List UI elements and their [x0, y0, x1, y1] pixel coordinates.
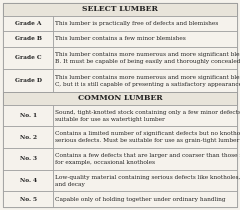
Bar [53, 192, 237, 207]
Text: This lumber contains a few minor blemishes: This lumber contains a few minor blemish… [55, 36, 186, 41]
Bar [3, 16, 53, 31]
Text: No. 3: No. 3 [20, 156, 37, 161]
Text: Capable only of holding together under ordinary handling: Capable only of holding together under o… [55, 197, 226, 202]
Text: SELECT LUMBER: SELECT LUMBER [82, 5, 158, 13]
Bar [53, 126, 237, 148]
Text: Sound, tight-knotted stock containing only a few minor defects. Must be: Sound, tight-knotted stock containing on… [55, 110, 240, 115]
Bar [3, 126, 53, 148]
Text: B. It must be capable of being easily and thoroughly concealed with paint: B. It must be capable of being easily an… [55, 59, 240, 64]
Text: No. 2: No. 2 [20, 135, 37, 140]
Bar [53, 148, 237, 170]
Bar [53, 16, 237, 31]
Bar [53, 170, 237, 192]
Text: Low-quality material containing serious defects like knotholes, checks, shakes,: Low-quality material containing serious … [55, 175, 240, 180]
Bar [53, 47, 237, 69]
Text: Grade D: Grade D [15, 78, 42, 83]
Bar [3, 47, 53, 69]
Text: This lumber is practically free of defects and blemishes: This lumber is practically free of defec… [55, 21, 219, 26]
Bar [3, 148, 53, 170]
Text: Grade B: Grade B [15, 36, 42, 41]
Text: and decay: and decay [55, 182, 85, 187]
Bar [3, 69, 53, 92]
Bar [53, 31, 237, 47]
Text: C, but it is still capable of presenting a satisfactory appearance when painted: C, but it is still capable of presenting… [55, 82, 240, 87]
Bar [3, 31, 53, 47]
Text: Contains a few defects that are larger and coarser than those in No. 2 resource;: Contains a few defects that are larger a… [55, 153, 240, 158]
Text: Grade A: Grade A [15, 21, 41, 26]
Text: Contains a limited number of significant defects but no knotholes or other: Contains a limited number of significant… [55, 131, 240, 136]
Bar [53, 105, 237, 126]
Text: This lumber contains more numerous and more significant blemishes than grade: This lumber contains more numerous and m… [55, 75, 240, 80]
Bar [3, 105, 53, 126]
Text: suitable for use as watertight lumber: suitable for use as watertight lumber [55, 117, 165, 122]
Text: serious defects. Must be suitable for use as grain-tight lumber: serious defects. Must be suitable for us… [55, 138, 240, 143]
Text: No. 5: No. 5 [20, 197, 37, 202]
Bar [3, 192, 53, 207]
Text: Grade C: Grade C [15, 55, 42, 60]
Text: COMMON LUMBER: COMMON LUMBER [78, 94, 162, 102]
Text: for example, occasional knotholes: for example, occasional knotholes [55, 160, 155, 165]
Text: No. 1: No. 1 [20, 113, 37, 118]
Bar [3, 92, 237, 105]
Text: No. 4: No. 4 [20, 178, 37, 183]
Bar [53, 69, 237, 92]
Bar [3, 170, 53, 192]
Bar [3, 3, 237, 16]
Text: This lumber contains more numerous and more significant blemishes than grade: This lumber contains more numerous and m… [55, 52, 240, 57]
